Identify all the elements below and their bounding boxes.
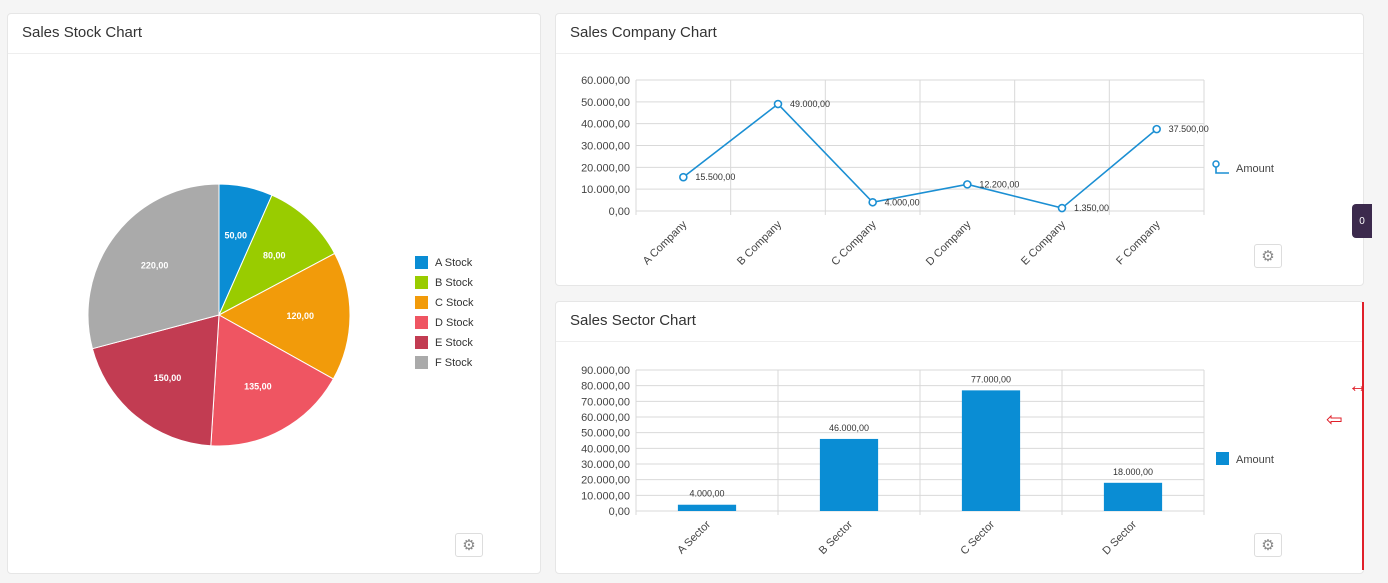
bar[interactable] [1103, 482, 1163, 511]
y-tick-label: 60.000,00 [581, 412, 630, 424]
bar[interactable] [819, 438, 879, 511]
legend-item[interactable]: D Stock [415, 316, 474, 329]
sales-sector-panel: Sales Sector Chart 0,00 10.000,00 20.000,0… [555, 301, 1364, 574]
series-line [682, 102, 1158, 209]
y-tick-label: 40.000,00 [581, 443, 630, 455]
legend-label: F Stock [435, 356, 473, 369]
sales-stock-panel: Sales Stock Chart 50,00 80,00 120,00 135,00… [7, 13, 541, 574]
legend-swatch [415, 276, 428, 289]
data-point[interactable] [679, 172, 688, 182]
legend-label: A Stock [435, 256, 473, 269]
x-tick-label: A Company [641, 218, 690, 267]
legend-swatch [415, 356, 428, 369]
legend-item[interactable]: B Stock [415, 276, 473, 289]
pie-slice[interactable] [87, 183, 220, 350]
y-tick-label: 50.000,00 [581, 428, 630, 440]
data-label: 4.000,00 [885, 197, 920, 207]
legend-label[interactable]: Amount [1236, 163, 1274, 175]
x-tick-label: A Sector [675, 518, 713, 556]
x-tick-label: D Sector [1100, 518, 1139, 557]
legend-label[interactable]: Amount [1236, 454, 1274, 466]
y-tick-label: 0,00 [609, 206, 630, 218]
legend-item[interactable]: C Stock [415, 296, 474, 309]
legend-label: E Stock [435, 336, 473, 349]
gear-icon[interactable]: ⚙ [1254, 244, 1282, 268]
slice-label: 120,00 [286, 311, 314, 321]
legend-swatch [415, 336, 428, 349]
gear-icon[interactable]: ⚙ [1254, 533, 1282, 557]
bar[interactable] [961, 390, 1021, 511]
y-tick-label: 40.000,00 [581, 119, 630, 131]
x-tick-label: E Company [1019, 218, 1068, 267]
y-tick-label: 90.000,00 [581, 365, 630, 377]
data-point[interactable] [1152, 124, 1161, 134]
gear-icon[interactable]: ⚙ [455, 533, 483, 557]
panel-title: Sales Sector Chart [556, 302, 1363, 342]
data-point[interactable] [773, 99, 783, 109]
x-tick-label: B Company [735, 218, 784, 267]
panel-title: Sales Stock Chart [8, 14, 540, 54]
data-label: 77.000,00 [971, 374, 1011, 384]
slice-label: 80,00 [263, 251, 286, 261]
bar-chart: 0,00 10.000,00 20.000,00 30.000,00 40.000,00… [581, 365, 1274, 557]
x-tick-label: F Company [1114, 218, 1163, 267]
data-label: 37.500,00 [1169, 124, 1209, 134]
legend-swatch [415, 296, 428, 309]
data-point[interactable] [963, 180, 972, 189]
y-tick-label: 30.000,00 [581, 141, 630, 153]
y-tick-label: 70.000,00 [581, 396, 630, 408]
legend-item[interactable]: E Stock [415, 336, 473, 349]
slice-label: 220,00 [141, 261, 169, 271]
legend-label: D Stock [435, 316, 474, 329]
data-label: 18.000,00 [1113, 467, 1153, 477]
legend-item[interactable]: A Stock [415, 256, 472, 269]
pie-chart: 50,00 80,00 120,00 135,00 150,00 220,00 [87, 183, 351, 447]
y-tick-label: 0,00 [609, 506, 630, 518]
y-tick-label: 20.000,00 [581, 475, 630, 487]
pie-slice[interactable] [217, 194, 336, 317]
x-tick-label: C Company [829, 218, 879, 268]
line-chart: 0,00 10.000,00 20.000,00 30.000,00 40.000,00… [581, 75, 1274, 268]
legend-label: B Stock [435, 276, 473, 289]
slice-label: 135,00 [244, 381, 272, 391]
data-label: 49.000,00 [790, 99, 830, 109]
y-tick-label: 50.000,00 [581, 97, 630, 109]
pie-slice[interactable] [217, 252, 351, 380]
data-label: 12.200,00 [979, 179, 1019, 189]
y-tick-label: 20.000,00 [581, 162, 630, 174]
resize-horizontal-icon: ↔ [1348, 375, 1368, 397]
y-tick-label: 10.000,00 [581, 184, 630, 196]
data-point[interactable] [1057, 203, 1067, 213]
data-label: 1.350,00 [1074, 203, 1109, 213]
legend-swatch [415, 316, 428, 329]
sales-company-panel: Sales Company Chart 0,00 10.000,00 20.000,… [555, 13, 1364, 286]
left-arrow-icon: ⇦ [1326, 409, 1343, 431]
slice-label: 150,00 [154, 373, 182, 383]
y-tick-label: 10.000,00 [581, 490, 630, 502]
x-tick-label: C Sector [958, 518, 997, 557]
pie-slice[interactable] [91, 314, 220, 447]
y-tick-label: 80.000,00 [581, 381, 630, 393]
legend-marker [1212, 160, 1220, 168]
side-badge[interactable]: 0 [1352, 204, 1372, 238]
legend-swatch [1216, 452, 1229, 465]
panel-title: Sales Company Chart [556, 14, 1363, 54]
slice-label: 50,00 [225, 231, 248, 241]
legend-swatch [415, 256, 428, 269]
data-label: 15.500,00 [695, 172, 735, 182]
legend-label: C Stock [435, 296, 474, 309]
x-tick-label: B Sector [817, 518, 856, 557]
data-point[interactable] [868, 197, 877, 207]
x-tick-label: D Company [924, 218, 974, 268]
data-label: 46.000,00 [829, 423, 869, 433]
resize-guide-line [1362, 302, 1364, 570]
y-tick-label: 30.000,00 [581, 459, 630, 471]
data-label: 4.000,00 [689, 489, 724, 499]
bar[interactable] [677, 504, 737, 511]
legend-item[interactable]: F Stock [415, 356, 472, 369]
y-tick-label: 60.000,00 [581, 75, 630, 87]
legend-marker-line [1215, 167, 1229, 174]
pie-slice[interactable] [210, 314, 335, 447]
